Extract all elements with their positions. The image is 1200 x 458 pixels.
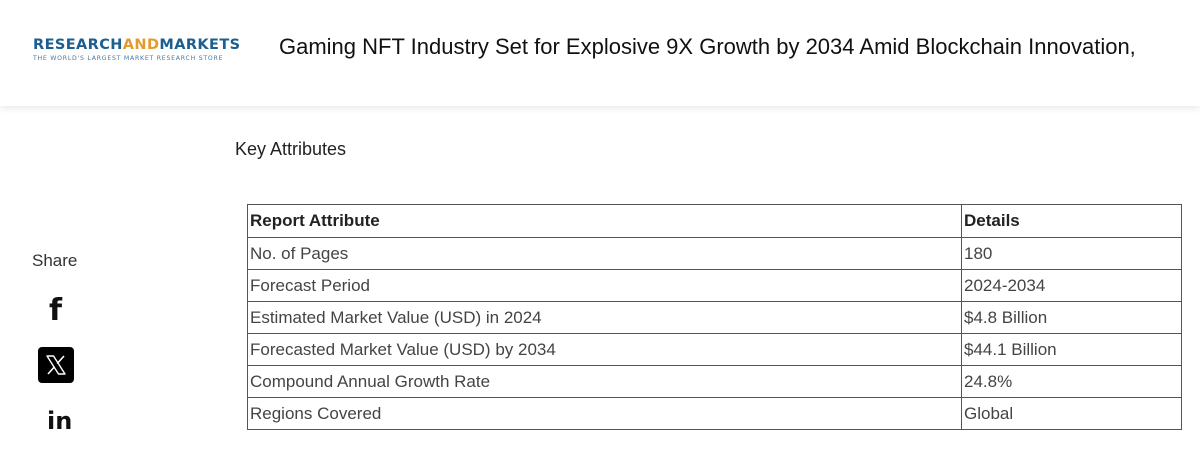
- logo-tagline: THE WORLD'S LARGEST MARKET RESEARCH STOR…: [33, 55, 224, 62]
- attribute-cell: Forecast Period: [247, 269, 962, 302]
- detail-cell: 180: [961, 237, 1182, 270]
- research-and-markets-logo[interactable]: RESEARCHANDMARKETS THE WORLD'S LARGEST M…: [33, 37, 240, 62]
- attribute-cell: Estimated Market Value (USD) in 2024: [247, 301, 962, 334]
- header-details: Details: [961, 204, 1182, 238]
- attribute-cell: Compound Annual Growth Rate: [247, 365, 962, 398]
- site-header: RESEARCHANDMARKETS THE WORLD'S LARGEST M…: [0, 0, 1200, 106]
- x-icon[interactable]: [38, 347, 74, 383]
- table-row: Forecast Period 2024-2034: [247, 269, 1182, 302]
- table-row: Regions Covered Global: [247, 397, 1182, 430]
- table-row: Compound Annual Growth Rate 24.8%: [247, 365, 1182, 398]
- linkedin-icon[interactable]: in: [47, 407, 73, 435]
- table-row: Estimated Market Value (USD) in 2024 $4.…: [247, 301, 1182, 334]
- section-title: Key Attributes: [235, 139, 347, 159]
- share-panel: Share f in: [32, 251, 88, 434]
- detail-cell: $4.8 Billion: [961, 301, 1182, 334]
- logo-wordmark: RESEARCHANDMARKETS: [33, 37, 241, 53]
- share-label: Share: [32, 251, 78, 270]
- attribute-cell: No. of Pages: [247, 237, 962, 270]
- table-row: No. of Pages 180: [247, 237, 1182, 270]
- table-row: Forecasted Market Value (USD) by 2034 $4…: [247, 333, 1182, 366]
- detail-cell: $44.1 Billion: [961, 333, 1182, 366]
- header-report-attribute: Report Attribute: [247, 204, 962, 238]
- detail-cell: 24.8%: [961, 365, 1182, 398]
- facebook-icon[interactable]: f: [49, 293, 63, 328]
- attribute-cell: Regions Covered: [247, 397, 962, 430]
- attribute-cell: Forecasted Market Value (USD) by 2034: [247, 333, 962, 366]
- detail-cell: 2024-2034: [961, 269, 1182, 302]
- key-attributes-table: Report Attribute Details No. of Pages 18…: [247, 204, 1182, 430]
- article-headline: Gaming NFT Industry Set for Explosive 9X…: [279, 34, 1136, 59]
- detail-cell: Global: [961, 397, 1182, 430]
- table-header-row: Report Attribute Details: [247, 204, 1182, 238]
